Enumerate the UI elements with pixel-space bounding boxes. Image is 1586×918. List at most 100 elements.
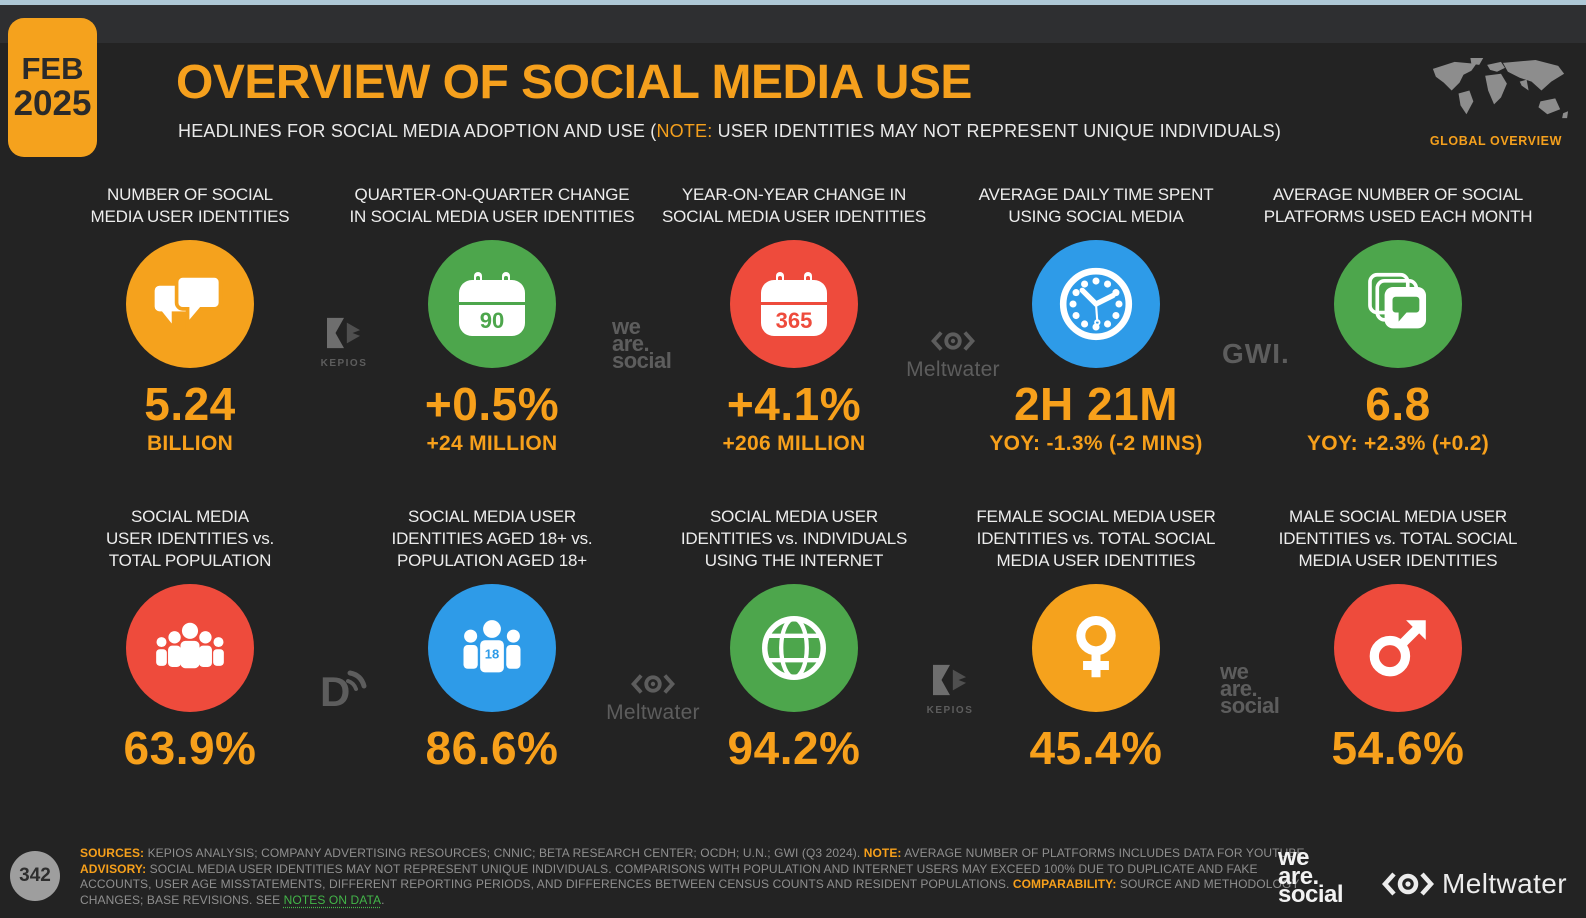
stat-circle: [1334, 240, 1462, 368]
was-line-2: are.: [612, 331, 650, 356]
advisory-label: ADVISORY:: [80, 861, 147, 876]
kepios-logo-icon: [933, 664, 967, 696]
comparability-text-continued: CHANGES; BASE REVISIONS. SEE: [80, 893, 284, 908]
footer-period: .: [381, 893, 385, 908]
stat-card-yoy-change: YEAR-ON-YEAR CHANGE IN SOCIAL MEDIA USER…: [643, 184, 945, 458]
people-18-icon: [463, 620, 521, 673]
kepios-logo-text: KEPIOS: [926, 705, 974, 716]
calendar-number: 90: [479, 307, 505, 333]
stat-heading: AVERAGE DAILY TIME SPENT USING SOCIAL ME…: [978, 185, 1214, 226]
kepios-watermark: KEPIOS: [316, 316, 372, 369]
footer-line-2: ADVISORY: SOCIAL MEDIA USER IDENTITIES M…: [80, 862, 1270, 878]
notes-on-data-link[interactable]: NOTES ON DATA: [283, 893, 382, 908]
meltwater-logo-text: Meltwater: [1442, 868, 1567, 899]
header-band: [0, 5, 1586, 43]
stat-subvalue: YOY: -1.3% (-2 MINS): [989, 432, 1203, 455]
stat-value: 6.8: [1365, 378, 1431, 430]
stats-grid: NUMBER OF SOCIAL MEDIA USER IDENTITIES 5…: [39, 184, 1549, 802]
stat-heading: YEAR-ON-YEAR CHANGE IN SOCIAL MEDIA USER…: [662, 185, 926, 226]
svg-text:D: D: [320, 668, 350, 712]
stat-heading: FEMALE SOCIAL MEDIA USER IDENTITIES vs. …: [976, 507, 1216, 570]
calendar-365-icon: 365: [761, 272, 827, 336]
kepios-watermark: KEPIOS: [922, 663, 978, 716]
globe-icon: [762, 616, 826, 680]
stat-value: +0.5%: [424, 378, 560, 430]
calendar-divider: [459, 302, 525, 305]
stat-value: 86.6%: [425, 722, 559, 774]
note-text: AVERAGE NUMBER OF PLATFORMS INCLUDES DAT…: [901, 846, 1308, 860]
world-map-graphic: [1432, 57, 1569, 119]
advisory-text-continued: ACCOUNTS, USER AGE MISSTATEMENTS, DIFFER…: [80, 877, 1013, 892]
stat-circle: 18: [428, 584, 556, 712]
female-symbol-icon: [1076, 615, 1116, 678]
kepios-logo-text: KEPIOS: [320, 358, 368, 369]
stat-card-aged-18plus: SOCIAL MEDIA USER IDENTITIES AGED 18+ vs…: [341, 506, 643, 802]
subtitle-prefix: HEADLINES FOR SOCIAL MEDIA ADOPTION AND …: [178, 121, 657, 141]
stat-card-vs-population: SOCIAL MEDIA USER IDENTITIES vs. TOTAL P…: [39, 506, 341, 802]
stat-subvalue: +206 MILLION: [722, 432, 866, 455]
comparability-text: SOURCE AND METHODOLOGY: [1116, 877, 1300, 892]
stat-heading: QUARTER-ON-QUARTER CHANGE IN SOCIAL MEDI…: [349, 185, 635, 226]
stat-circle: 90: [428, 240, 556, 368]
we-are-social-logo: we are. social: [1278, 846, 1344, 908]
was-line-2: are.: [1220, 676, 1258, 701]
we-are-social-watermark: we are. social: [612, 316, 672, 373]
stat-circle: 365: [730, 240, 858, 368]
calendar-body: 365: [761, 280, 827, 336]
stat-heading: SOCIAL MEDIA USER IDENTITIES AGED 18+ vs…: [391, 507, 593, 570]
world-map: [1424, 56, 1574, 130]
stat-card-vs-internet-users: SOCIAL MEDIA USER IDENTITIES vs. INDIVID…: [643, 506, 945, 802]
stat-circle: [126, 240, 254, 368]
male-symbol-icon: [1369, 620, 1426, 677]
was-line-3: social: [612, 348, 672, 373]
stat-heading: AVERAGE NUMBER OF SOCIAL PLATFORMS USED …: [1263, 185, 1533, 226]
subtitle-rest: USER IDENTITIES MAY NOT REPRESENT UNIQUE…: [712, 121, 1282, 141]
calendar-90-icon: 90: [459, 272, 525, 336]
was-line-1: we: [1220, 659, 1249, 684]
sources-text: KEPIOS ANALYSIS; COMPANY ADVERTISING RES…: [144, 846, 864, 860]
meltwater-logo-text: Meltwater: [606, 701, 700, 724]
stat-subvalue: [341, 774, 643, 802]
stat-card-female-share: FEMALE SOCIAL MEDIA USER IDENTITIES vs. …: [945, 506, 1247, 802]
meltwater-watermark: Meltwater: [898, 330, 1008, 382]
stat-subvalue: +24 MILLION: [426, 432, 558, 455]
stat-subvalue: [1247, 774, 1549, 802]
stat-value: 63.9%: [123, 722, 257, 774]
was-line-3: social: [1278, 881, 1344, 908]
stat-heading: NUMBER OF SOCIAL MEDIA USER IDENTITIES: [90, 185, 290, 226]
stat-subvalue: [643, 774, 945, 802]
date-month: FEB: [21, 51, 84, 86]
chat-bubbles-icon: [154, 274, 223, 330]
stat-value: 54.6%: [1331, 722, 1465, 774]
stat-subvalue: BILLION: [146, 432, 234, 455]
stat-value: 5.24: [144, 378, 236, 430]
was-line-2: are.: [1278, 862, 1319, 890]
footer-notes: SOURCES: KEPIOS ANALYSIS; COMPANY ADVERT…: [80, 846, 1308, 909]
stat-card-user-identities: NUMBER OF SOCIAL MEDIA USER IDENTITIES 5…: [39, 184, 341, 458]
sources-label: SOURCES:: [80, 846, 145, 860]
calendar-body: 90: [459, 280, 525, 336]
meltwater-watermark: Meltwater: [598, 673, 708, 725]
page-number-badge: 342: [10, 851, 60, 901]
calendar-divider: [761, 302, 827, 305]
stat-heading: SOCIAL MEDIA USER IDENTITIES vs. TOTAL P…: [105, 507, 275, 570]
note-label: NOTE:: [863, 846, 902, 860]
footer-line-1: SOURCES: KEPIOS ANALYSIS; COMPANY ADVERT…: [80, 846, 1308, 862]
datareportal-logo-icon: D: [320, 668, 367, 715]
corner-label: GLOBAL OVERVIEW: [1429, 134, 1562, 148]
people-group-icon: [156, 622, 224, 669]
stat-card-platforms-per-month: AVERAGE NUMBER OF SOCIAL PLATFORMS USED …: [1247, 184, 1549, 458]
stat-heading: MALE SOCIAL MEDIA USER IDENTITIES vs. TO…: [1278, 507, 1518, 570]
stat-value: +4.1%: [726, 378, 862, 430]
advisory-text: SOCIAL MEDIA USER IDENTITIES MAY NOT REP…: [146, 861, 1258, 876]
gwi-watermark: GWI.: [1222, 338, 1290, 369]
meltwater-logo-text: Meltwater: [906, 358, 1000, 381]
meltwater-logo-icon: [630, 674, 676, 694]
calendar-number: 365: [775, 307, 813, 333]
footer-line-4: CHANGES; BASE REVISIONS. SEE NOTES ON DA…: [80, 893, 1270, 909]
footer-line-3: ACCOUNTS, USER AGE MISSTATEMENTS, DIFFER…: [80, 877, 1299, 893]
stat-value: 94.2%: [727, 722, 861, 774]
stat-circle: [126, 584, 254, 712]
kepios-logo-icon: [327, 317, 361, 349]
